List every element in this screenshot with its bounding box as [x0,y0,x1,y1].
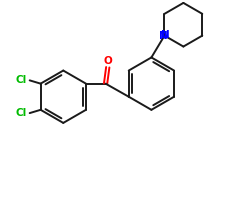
Text: N: N [159,31,168,41]
Text: Cl: Cl [15,75,27,85]
Text: N: N [161,30,170,40]
Text: Cl: Cl [15,108,27,118]
Text: O: O [103,56,112,66]
